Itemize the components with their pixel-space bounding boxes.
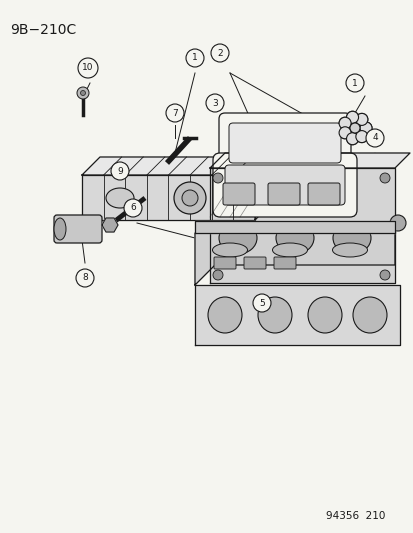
FancyBboxPatch shape — [243, 257, 266, 269]
Ellipse shape — [352, 297, 386, 333]
Ellipse shape — [332, 222, 370, 254]
FancyBboxPatch shape — [273, 257, 295, 269]
Text: 6: 6 — [130, 204, 135, 213]
Polygon shape — [209, 168, 394, 283]
Circle shape — [212, 270, 223, 280]
Ellipse shape — [207, 297, 242, 333]
FancyBboxPatch shape — [218, 113, 350, 173]
Polygon shape — [102, 218, 118, 232]
Circle shape — [338, 117, 350, 129]
Ellipse shape — [275, 222, 313, 254]
Ellipse shape — [106, 188, 134, 208]
Circle shape — [166, 104, 183, 122]
Circle shape — [349, 123, 359, 133]
Circle shape — [379, 173, 389, 183]
Text: 94356  210: 94356 210 — [325, 511, 384, 521]
FancyBboxPatch shape — [214, 257, 235, 269]
Text: 5: 5 — [259, 298, 264, 308]
Circle shape — [338, 127, 350, 139]
Circle shape — [211, 44, 228, 62]
Circle shape — [341, 115, 367, 141]
Polygon shape — [82, 175, 254, 220]
Circle shape — [111, 162, 129, 180]
Text: 1: 1 — [192, 53, 197, 62]
Polygon shape — [82, 157, 272, 175]
Circle shape — [173, 182, 206, 214]
Text: 10: 10 — [82, 63, 93, 72]
Circle shape — [359, 122, 371, 134]
Ellipse shape — [212, 243, 247, 257]
Circle shape — [345, 74, 363, 92]
Circle shape — [346, 111, 358, 123]
Circle shape — [355, 131, 367, 143]
Text: 9B−210C: 9B−210C — [10, 23, 76, 37]
Ellipse shape — [54, 218, 66, 240]
Circle shape — [78, 58, 98, 78]
Circle shape — [252, 294, 271, 312]
Circle shape — [389, 215, 405, 231]
FancyBboxPatch shape — [228, 123, 340, 163]
Circle shape — [355, 114, 367, 125]
Circle shape — [212, 173, 223, 183]
Ellipse shape — [257, 297, 291, 333]
Circle shape — [206, 94, 223, 112]
Circle shape — [124, 199, 142, 217]
Ellipse shape — [307, 297, 341, 333]
Text: 9: 9 — [117, 166, 123, 175]
Circle shape — [76, 269, 94, 287]
Text: 4: 4 — [371, 133, 377, 142]
Circle shape — [77, 87, 89, 99]
Text: 8: 8 — [82, 273, 88, 282]
Circle shape — [182, 190, 197, 206]
Circle shape — [365, 129, 383, 147]
Polygon shape — [195, 221, 394, 233]
Text: 7: 7 — [172, 109, 178, 117]
Polygon shape — [195, 285, 399, 345]
Text: 1: 1 — [351, 78, 357, 87]
FancyBboxPatch shape — [212, 153, 356, 217]
Polygon shape — [195, 233, 394, 285]
FancyBboxPatch shape — [267, 183, 299, 205]
FancyBboxPatch shape — [223, 183, 254, 205]
Polygon shape — [254, 157, 272, 220]
FancyBboxPatch shape — [307, 183, 339, 205]
Circle shape — [185, 49, 204, 67]
Ellipse shape — [272, 243, 307, 257]
FancyBboxPatch shape — [54, 215, 102, 243]
Text: 3: 3 — [211, 99, 217, 108]
Circle shape — [346, 133, 358, 145]
Circle shape — [379, 270, 389, 280]
Circle shape — [80, 91, 85, 95]
Polygon shape — [209, 153, 409, 168]
FancyBboxPatch shape — [224, 165, 344, 205]
Text: 2: 2 — [217, 49, 222, 58]
Ellipse shape — [332, 243, 367, 257]
Ellipse shape — [218, 222, 256, 254]
